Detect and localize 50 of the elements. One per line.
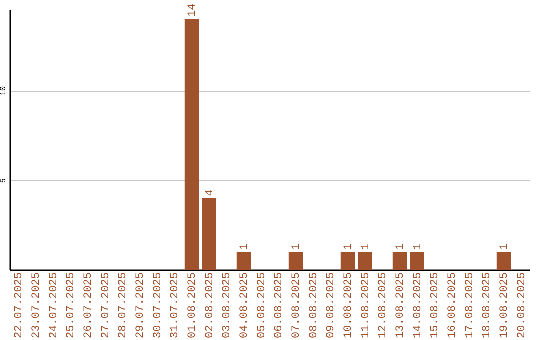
x-tick-label: 06.08.2025 (274, 272, 286, 339)
bar (288, 252, 304, 270)
x-tick-label: 11.08.2025 (360, 272, 372, 339)
x-tick-label: 17.08.2025 (464, 272, 476, 339)
y-tick-label: 5 (0, 178, 8, 184)
x-tick-label: 01.08.2025 (187, 272, 199, 339)
data-label: 1 (395, 243, 407, 250)
x-tick-label: 03.08.2025 (222, 272, 234, 339)
x-tick-label: 14.08.2025 (412, 272, 424, 339)
x-tick-label: 28.07.2025 (118, 272, 130, 339)
bar (236, 252, 252, 270)
x-tick-label: 20.08.2025 (516, 272, 528, 339)
bar (202, 198, 216, 270)
bar (358, 252, 372, 270)
x-tick-label: 29.07.2025 (135, 272, 147, 339)
x-tick-label: 08.08.2025 (308, 272, 320, 339)
y-tick-label: 10 (0, 86, 8, 96)
x-tick-label: 05.08.2025 (256, 272, 268, 339)
x-tick-label: 27.07.2025 (100, 272, 112, 339)
data-label: 1 (360, 243, 372, 250)
x-tick-label: 16.08.2025 (447, 272, 459, 339)
x-tick-label: 24.07.2025 (48, 272, 60, 339)
x-tick-label: 31.07.2025 (170, 272, 182, 339)
x-tick-label: 18.08.2025 (482, 272, 494, 339)
x-tick-label: 19.08.2025 (499, 272, 511, 339)
x-tick-label: 04.08.2025 (239, 272, 251, 339)
data-label: 1 (343, 243, 355, 250)
bar (410, 252, 424, 270)
bar (392, 252, 408, 270)
x-tick-label: 07.08.2025 (291, 272, 303, 339)
x-tick-label: 09.08.2025 (326, 272, 338, 339)
bar (340, 252, 356, 270)
bar (496, 252, 512, 270)
x-tick-label: 22.07.2025 (14, 272, 26, 339)
data-label: 1 (239, 243, 251, 250)
x-tick-label: 10.08.2025 (343, 272, 355, 339)
data-label: 4 (204, 189, 216, 196)
x-tick-label: 12.08.2025 (378, 272, 390, 339)
x-tick-label: 02.08.2025 (204, 272, 216, 339)
data-label: 1 (499, 243, 511, 250)
x-tick-label: 30.07.2025 (152, 272, 164, 339)
x-tick-label: 26.07.2025 (83, 272, 95, 339)
x-tick-label: 13.08.2025 (395, 272, 407, 339)
x-tick-label: 15.08.2025 (430, 272, 442, 339)
bar (184, 18, 200, 270)
x-tick-label: 23.07.2025 (31, 272, 43, 339)
data-label: 1 (412, 243, 424, 250)
x-tick-label: 25.07.2025 (66, 272, 78, 339)
data-label: 14 (187, 3, 199, 17)
data-label: 1 (291, 243, 303, 250)
